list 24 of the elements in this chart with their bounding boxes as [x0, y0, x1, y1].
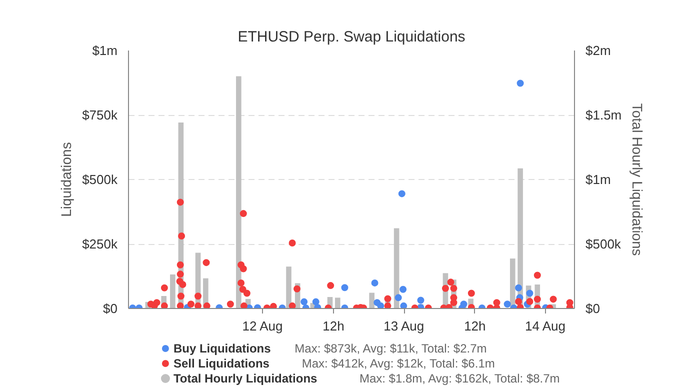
- x-tick-label: 14 Aug: [525, 318, 566, 334]
- chart-title: ETHUSD Perp. Swap Liquidations: [238, 28, 466, 46]
- text: Max: $1.8m, Avg: $162k, Total: $8.7m: [359, 372, 560, 386]
- y-tick-label: $500k: [82, 172, 118, 187]
- x-tick-label: 12h: [322, 318, 344, 334]
- text: Max: $412k, Avg: $12k, Total: $6.1m: [302, 356, 495, 370]
- y2-axis-title: Total Hourly Liquidations: [630, 103, 646, 256]
- x-tick-label: 12h: [464, 318, 486, 334]
- x-tick-label: 13 Aug: [384, 318, 424, 334]
- y2-tick-label: $1.5m: [586, 108, 622, 122]
- y-axis-title: Liquidations: [58, 142, 74, 217]
- y-tick-label: $1m: [92, 43, 118, 58]
- y2-tick-label: $1m: [586, 172, 611, 187]
- y-tick-label: $750k: [82, 108, 118, 122]
- y2-tick-label: $500k: [586, 236, 622, 252]
- y-tick-label: $250k: [82, 236, 118, 252]
- y2-tick-label: $2m: [586, 43, 611, 58]
- y2-tick-label: $0: [586, 301, 600, 316]
- y-tick-label: $0: [103, 301, 118, 316]
- x-tick-label: 12 Aug: [242, 318, 283, 334]
- legend-label: Total Hourly Liquidations: [173, 372, 318, 386]
- legend-label: Buy Liquidations: [173, 342, 272, 356]
- text: Max: $873k, Avg: $11k, Total: $2.7m: [294, 342, 487, 356]
- legend-label: Sell Liquidations: [173, 356, 270, 370]
